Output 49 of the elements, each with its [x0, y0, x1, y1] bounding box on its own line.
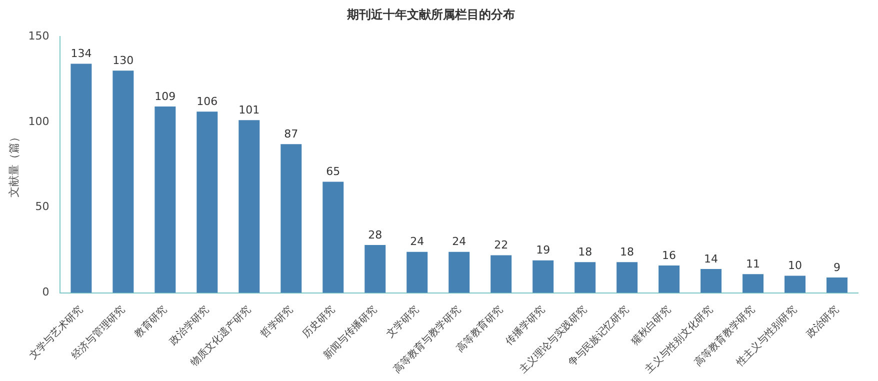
bar: [322, 182, 344, 293]
data-label: 9: [834, 260, 841, 274]
bar: [532, 260, 554, 293]
chart-title: 期刊近十年文献所属栏目的分布: [346, 7, 515, 22]
y-tick-label: 150: [28, 29, 50, 42]
bar: [658, 266, 680, 293]
data-label: 87: [284, 127, 298, 140]
data-label: 18: [578, 245, 592, 258]
bar: [154, 106, 176, 293]
x-tick-label: 哲学研究: [258, 304, 296, 340]
bar: [490, 255, 512, 293]
bar: [364, 245, 386, 293]
data-label: 19: [536, 244, 550, 257]
data-label: 106: [196, 94, 218, 108]
y-tick-label: 100: [28, 114, 50, 128]
y-tick-label: 50: [35, 200, 50, 214]
data-label: 11: [746, 257, 760, 270]
x-tick-label: 文学研究: [384, 304, 422, 340]
data-label: 24: [452, 235, 466, 248]
bar: [406, 252, 428, 293]
bar: [112, 70, 134, 293]
data-label: 10: [788, 259, 802, 272]
bar: [448, 252, 470, 293]
data-label: 18: [620, 245, 634, 258]
x-tick-label: 政治研究: [804, 304, 841, 340]
data-label: 14: [704, 252, 718, 266]
bar: [196, 112, 218, 293]
y-axis-title: 文献量（篇）: [7, 132, 20, 198]
bar: [784, 276, 806, 293]
x-tick-label: 历史研究: [300, 304, 338, 340]
data-label: 109: [154, 90, 176, 103]
y-tick-label: 0: [42, 286, 50, 299]
bar: [700, 268, 722, 293]
bar: [238, 120, 260, 293]
bar: [574, 262, 596, 293]
data-label: 65: [326, 165, 340, 178]
bar: [616, 262, 638, 293]
bar: [70, 64, 92, 293]
bar: [742, 274, 764, 293]
data-label: 24: [410, 235, 424, 248]
x-tick-label: 教育研究: [132, 304, 170, 340]
bar: [826, 277, 848, 293]
bar: [280, 144, 302, 293]
data-label: 130: [112, 54, 134, 67]
data-label: 22: [494, 238, 508, 252]
data-label: 16: [662, 248, 676, 262]
data-label: 28: [368, 228, 382, 242]
data-label: 134: [70, 47, 92, 60]
data-label: 101: [238, 104, 260, 117]
